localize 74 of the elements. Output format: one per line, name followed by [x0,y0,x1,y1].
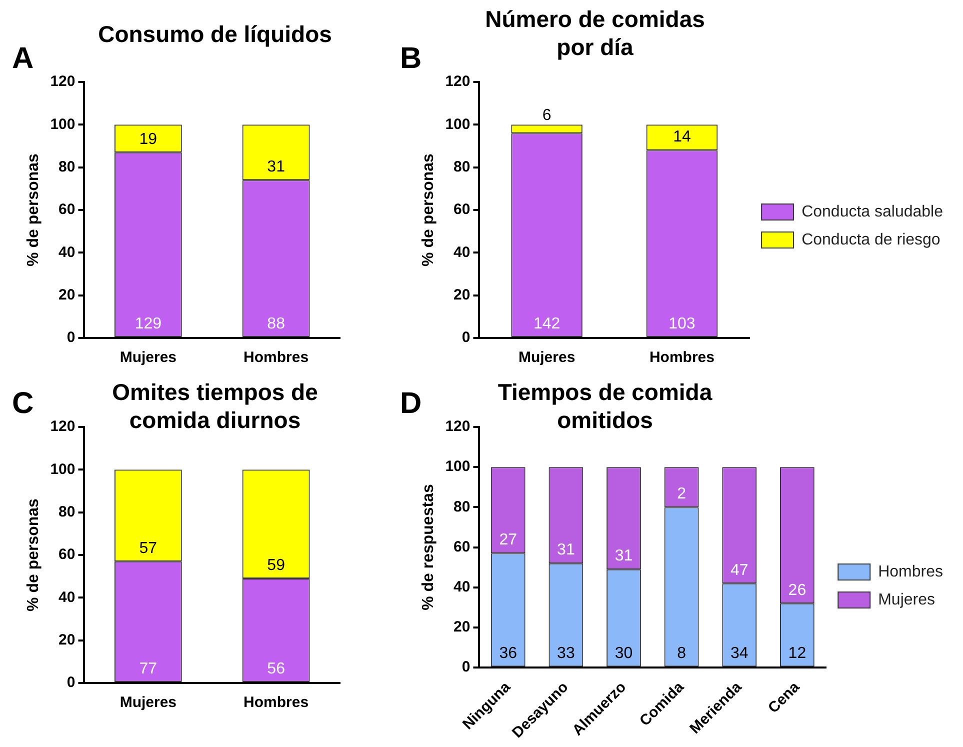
y-tick-label: 60 [454,538,470,556]
y-axis-title: % de respuestas [420,484,438,610]
y-tick-label: 80 [58,503,76,520]
annotation: 59 [267,556,286,574]
annotation: 34 [730,644,748,662]
y-tick-label: 80 [58,158,76,176]
annotation: 6 [542,107,552,124]
y-tick-label: 100 [445,116,470,133]
chart-title: Tiempos de comida omitidos [496,378,714,434]
annotation: 31 [267,158,286,176]
y-tick-label: 0 [462,329,470,346]
y-tick-label: 120 [445,418,470,436]
y-tick-label: 120 [445,73,470,90]
y-tick-label: 40 [58,588,76,606]
annotation: 12 [788,644,806,662]
y-tick-label: 80 [454,498,470,516]
annotation: 77 [139,660,158,678]
chart-title: Omites tiempos de comida diurnos [111,378,319,434]
annotation: 142 [533,315,560,332]
text: A [12,42,34,76]
y-tick-label: 40 [454,578,470,596]
annotation: 8 [677,644,686,662]
y-tick-label: 120 [50,418,76,436]
y-tick-label: 120 [50,73,76,90]
y-axis-title: % de personas [420,153,438,266]
y-tick-label: 40 [454,244,470,261]
x-tick-label: Hombres [244,694,309,712]
legend-label: Conducta de riesgo [802,231,940,248]
annotation: 27 [499,532,518,549]
y-axis-title: % de personas [25,153,42,266]
legend-label: Conducta saludable [802,203,944,220]
x-tick-label: Hombres [244,349,309,366]
y-tick-label: 60 [58,201,76,218]
x-tick-label: Mujeres [120,694,177,712]
annotation: 57 [139,540,158,557]
text: C [12,387,34,421]
y-tick-label: 20 [58,631,76,648]
y-tick-label: 0 [462,658,470,676]
annotation: 19 [139,130,158,148]
text: D [400,387,422,421]
annotation: 47 [730,562,748,579]
x-tick-label: Hombres [649,349,714,366]
y-tick-label: 100 [50,460,76,478]
y-tick-label: 100 [50,116,76,133]
y-tick-label: 0 [66,329,76,346]
annotation: 103 [668,315,696,332]
text: B [400,42,422,76]
y-tick-label: 40 [58,244,76,261]
annotation: 2 [677,486,686,503]
annotation: 129 [134,315,162,332]
annotation: 88 [267,315,286,332]
chart-title: Número de comidas por día [484,5,706,61]
y-tick-label: 20 [454,618,470,636]
annotation: 36 [499,644,518,662]
y-tick-label: 100 [445,458,470,476]
x-tick-label: Mujeres [120,349,177,366]
annotation: 31 [614,548,633,565]
y-tick-label: 60 [454,201,470,218]
chart-title: Consumo de líquidos [97,20,333,48]
annotation: 26 [788,582,806,599]
annotation: 30 [614,644,633,662]
legend-label: Mujeres [878,591,935,608]
legend-label: Hombres [878,563,943,580]
y-tick-label: 20 [58,286,76,304]
annotation: 14 [673,128,691,146]
annotation: 31 [557,542,575,559]
annotation: 33 [557,644,575,662]
y-tick-label: 20 [454,286,470,304]
annotation: 56 [267,660,286,678]
y-tick-label: 80 [454,158,470,176]
y-axis-title: % de personas [25,498,42,612]
y-tick-label: 0 [66,674,76,692]
y-tick-label: 60 [58,546,76,564]
x-tick-label: Mujeres [518,349,576,366]
